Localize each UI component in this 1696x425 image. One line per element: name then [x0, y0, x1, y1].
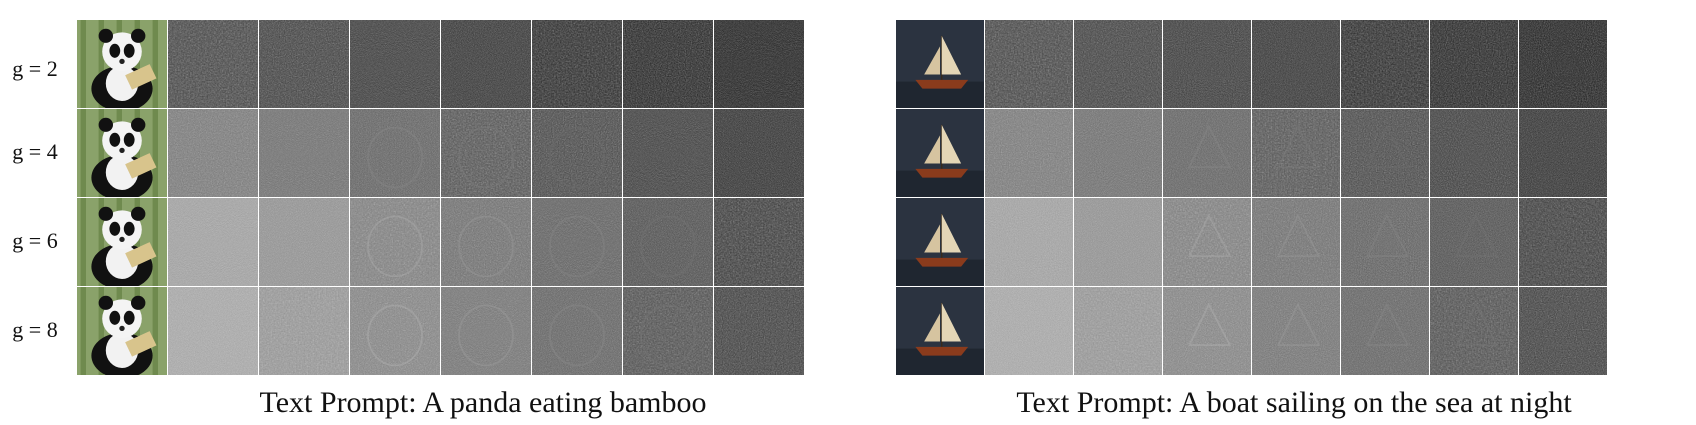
noise-map: [350, 109, 440, 197]
boat-caption: Text Prompt: A boat sailing on the sea a…: [1016, 386, 1572, 419]
boat-image: [896, 109, 984, 197]
noise-map: [441, 287, 531, 375]
noise-map: [1252, 287, 1340, 375]
panda-panel: [77, 20, 889, 376]
noise-map: [1074, 287, 1162, 375]
noise-map: [1074, 109, 1162, 197]
noise-map: [985, 198, 1073, 286]
noise-map: [350, 287, 440, 375]
noise-map: [714, 287, 804, 375]
noise-map: [1341, 20, 1429, 108]
noise-map: [441, 198, 531, 286]
panda-caption: Text Prompt: A panda eating bamboo: [259, 386, 707, 419]
noise-map: [985, 287, 1073, 375]
noise-map: [1341, 198, 1429, 286]
noise-map: [168, 20, 258, 108]
noise-map: [532, 198, 622, 286]
noise-map: [1430, 20, 1518, 108]
row-label-g8: g = 8: [12, 317, 58, 342]
boat-panel: [896, 20, 1692, 376]
noise-map: [1252, 198, 1340, 286]
noise-map: [441, 20, 531, 108]
row-label-g2: g = 2: [12, 56, 58, 81]
noise-map: [168, 287, 258, 375]
noise-map: [714, 20, 804, 108]
noise-map: [1074, 198, 1162, 286]
noise-map: [532, 287, 622, 375]
noise-map: [532, 109, 622, 197]
noise-map: [1163, 109, 1251, 197]
row-label-g4: g = 4: [12, 139, 58, 164]
noise-map: [350, 198, 440, 286]
noise-map: [259, 20, 349, 108]
noise-map: [623, 198, 713, 286]
noise-map: [1341, 109, 1429, 197]
noise-map: [623, 109, 713, 197]
boat-image: [896, 287, 984, 375]
noise-map: [623, 20, 713, 108]
noise-map: [1163, 20, 1251, 108]
noise-map: [1430, 287, 1518, 375]
noise-map: [532, 20, 622, 108]
noise-map: [1519, 287, 1607, 375]
row-label-g6: g = 6: [12, 228, 58, 253]
noise-map: [623, 287, 713, 375]
noise-map: [714, 109, 804, 197]
noise-map: [1163, 198, 1251, 286]
noise-map: [259, 109, 349, 197]
noise-map: [441, 109, 531, 197]
noise-map: [168, 198, 258, 286]
noise-map: [168, 109, 258, 197]
noise-map: [1163, 287, 1251, 375]
noise-map: [1519, 20, 1607, 108]
noise-map: [1430, 109, 1518, 197]
noise-map: [1252, 109, 1340, 197]
noise-map: [259, 287, 349, 375]
boat-image: [896, 198, 984, 286]
noise-map: [350, 20, 440, 108]
noise-map: [1519, 198, 1607, 286]
noise-map: [985, 20, 1073, 108]
boat-image: [896, 20, 984, 108]
noise-map: [1074, 20, 1162, 108]
noise-map: [1252, 20, 1340, 108]
noise-map: [259, 198, 349, 286]
panda-image: [77, 20, 167, 108]
noise-map: [1430, 198, 1518, 286]
panda-image: [77, 109, 167, 197]
noise-map: [1341, 287, 1429, 375]
noise-map: [985, 109, 1073, 197]
panda-image: [77, 287, 167, 375]
noise-map: [714, 198, 804, 286]
panda-image: [77, 198, 167, 286]
noise-map: [1519, 109, 1607, 197]
